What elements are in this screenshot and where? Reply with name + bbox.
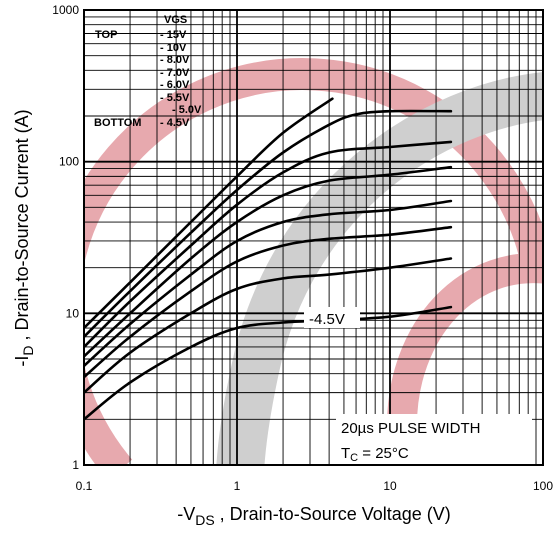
- pulse-note-background: [336, 414, 532, 464]
- legend-bottom-label: BOTTOM: [94, 117, 141, 129]
- x-axis-title: -VDS , Drain-to-Source Voltage (V): [177, 504, 451, 528]
- y-tick-label: 100: [59, 155, 79, 169]
- legend-item-6v: - 6.0V: [160, 79, 190, 91]
- grid-lines: [84, 10, 543, 465]
- series-curves: [84, 97, 453, 421]
- series-line: [84, 165, 453, 358]
- legend: VGS TOP - 15V - 10V - 8.0V - 7.0V - 6.0V…: [94, 14, 202, 129]
- pulse-width-note: 20µs PULSE WIDTH: [341, 420, 481, 437]
- series-line: [84, 199, 453, 368]
- y-axis-title: -ID , Drain-to-Source Current (A): [12, 109, 36, 366]
- series-line: [84, 109, 453, 339]
- y-tick-label: 1000: [52, 3, 79, 17]
- y-tick-label: 1: [72, 458, 79, 472]
- legend-item-8v: - 8.0V: [160, 54, 190, 66]
- y-tick-labels: 1 10 100 1000: [52, 3, 79, 472]
- series-line: [84, 140, 453, 349]
- legend-item-10v: - 10V: [160, 42, 187, 54]
- x-tick-label: 10: [383, 479, 397, 493]
- temperature-note: TC = 25°C: [341, 445, 409, 464]
- x-tick-label: 0.1: [76, 479, 93, 493]
- series-line: [84, 97, 334, 330]
- legend-item-5v: - 5.0V: [172, 104, 202, 116]
- legend-item-7v: - 7.0V: [160, 67, 190, 79]
- x-tick-label: 1: [234, 479, 241, 493]
- series-line: [84, 305, 453, 421]
- legend-header: VGS: [164, 14, 187, 26]
- y-tick-label: 10: [66, 306, 80, 320]
- curve-label: -4.5V: [309, 311, 345, 328]
- x-tick-labels: 0.1 1 10 100: [76, 479, 554, 493]
- legend-item-15v: - 15V: [160, 29, 187, 41]
- curve-label-background: [304, 307, 360, 328]
- series-line: [84, 225, 453, 379]
- series-line: [84, 257, 453, 394]
- legend-top-label: TOP: [95, 29, 117, 41]
- legend-item-4-5v: - 4.5V: [160, 117, 190, 129]
- x-tick-label: 100: [533, 479, 553, 493]
- plot-frame: [83, 9, 544, 466]
- legend-item-5-5v: - 5.5V: [160, 92, 190, 104]
